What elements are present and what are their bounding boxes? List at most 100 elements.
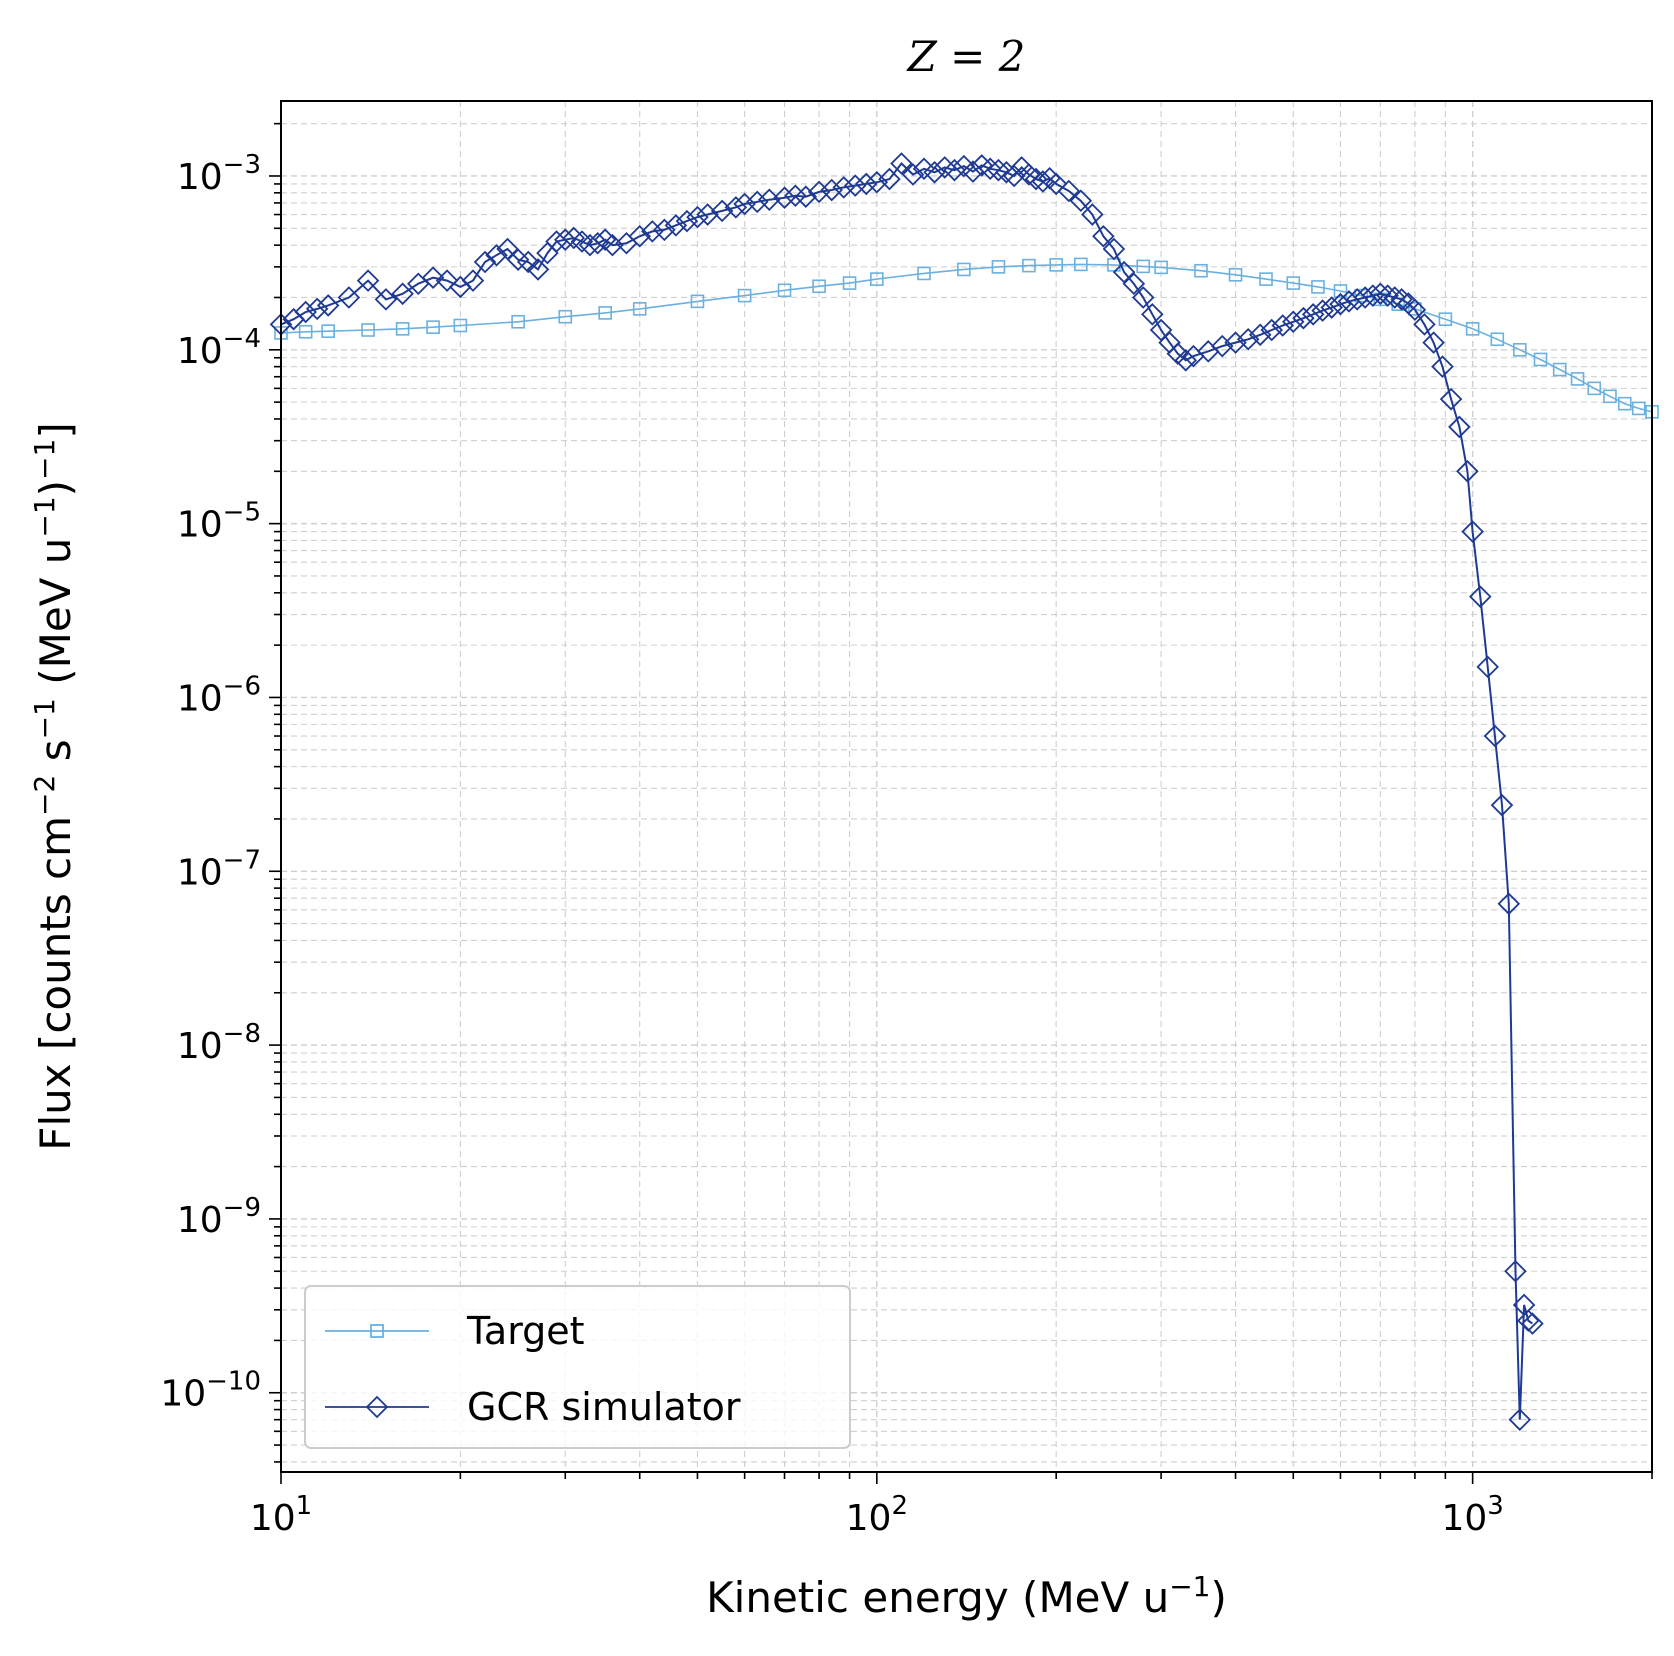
data-point-gcr-simulator: [724, 196, 748, 219]
data-point-gcr-simulator: [526, 258, 550, 281]
data-point-target: [1490, 332, 1505, 347]
y-tick-label: 10−7: [177, 845, 261, 893]
data-point-gcr-simulator: [1490, 793, 1514, 817]
data-point-gcr-simulator: [923, 161, 946, 184]
data-point-target: [1354, 288, 1368, 303]
data-point-gcr-simulator: [1112, 260, 1136, 284]
x-axis-label-tail: ): [1211, 1573, 1227, 1622]
data-point-gcr-simulator: [943, 158, 966, 182]
data-point-gcr-simulator: [1383, 286, 1407, 309]
data-point-gcr-simulator: [1403, 298, 1427, 322]
data-point-gcr-simulator: [1431, 355, 1454, 378]
data-point-gcr-simulator: [1271, 314, 1294, 337]
data-point-gcr-simulator: [461, 269, 485, 292]
data-point-target: [1194, 263, 1208, 278]
data-point-gcr-simulator: [1141, 303, 1164, 326]
y-axis-label-s3: −1: [28, 496, 61, 537]
y-axis-label-s1: −2: [28, 775, 61, 816]
data-point-target: [737, 288, 752, 303]
data-point-target: [917, 266, 931, 281]
data-point-target: [558, 309, 573, 324]
data-point-gcr-simulator: [664, 214, 688, 237]
data-point-gcr-simulator: [653, 218, 676, 242]
data-point-gcr-simulator: [970, 154, 994, 177]
data-point-gcr-simulator: [773, 186, 796, 209]
y-axis-label-p4: ): [31, 480, 80, 496]
y-axis-label-p3: (MeV u: [31, 538, 80, 699]
data-point-target: [1136, 259, 1151, 274]
data-point-gcr-simulator: [1329, 292, 1352, 316]
data-point-gcr-simulator: [374, 288, 398, 311]
data-point-target: [777, 283, 792, 298]
data-point-target: [991, 260, 1006, 274]
data-point-gcr-simulator: [1504, 1259, 1527, 1283]
data-point-target: [1631, 401, 1646, 416]
data-point-target: [1154, 260, 1168, 275]
x-tick-label-exp: 2: [891, 1491, 908, 1521]
x-axis-label-base: Kinetic energy (MeV u: [706, 1573, 1169, 1622]
data-point-gcr-simulator: [1131, 286, 1155, 309]
x-tick-label-base: 10: [1441, 1498, 1487, 1539]
data-point-gcr-simulator: [832, 176, 856, 199]
data-point-target: [1513, 343, 1527, 357]
data-point-gcr-simulator: [1044, 172, 1068, 196]
data-point-gcr-simulator: [1456, 460, 1479, 483]
data-point-gcr-simulator: [1390, 288, 1413, 311]
data-point-gcr-simulator: [305, 297, 329, 321]
data-point-gcr-simulator: [1497, 892, 1521, 916]
data-point-gcr-simulator: [1017, 163, 1041, 186]
data-point-gcr-simulator: [1031, 170, 1055, 193]
y-axis-label-p5: ]: [31, 422, 80, 438]
data-point-target: [870, 272, 884, 286]
y-tick-label-base: 10: [177, 1026, 223, 1067]
grid: [280, 101, 1653, 1472]
data-point-target: [1570, 372, 1585, 386]
data-point-gcr-simulator: [628, 224, 651, 248]
data-point-gcr-simulator: [294, 300, 317, 324]
y-tick-label: 10−8: [177, 1019, 261, 1067]
y-tick-label-exp: −3: [223, 150, 261, 180]
plot-frame: [280, 100, 1653, 1473]
data-point-gcr-simulator: [1508, 1408, 1532, 1431]
y-axis-label-s4: −1: [28, 439, 61, 480]
data-point-gcr-simulator: [435, 269, 459, 292]
y-tick-label-base: 10: [177, 678, 223, 719]
data-point-gcr-simulator: [745, 190, 769, 214]
data-point-target: [1533, 352, 1548, 367]
data-point-gcr-simulator: [978, 157, 1002, 181]
data-point-gcr-simulator: [1092, 224, 1115, 248]
data-point-target: [298, 324, 313, 339]
data-point-gcr-simulator: [421, 266, 445, 289]
data-point-target: [1022, 258, 1036, 273]
data-point-gcr-simulator: [1376, 284, 1399, 307]
data-point-gcr-simulator: [1057, 179, 1081, 203]
data-point-target: [812, 279, 826, 294]
title-text: Z = 2: [906, 32, 1026, 81]
series-layer: [269, 152, 1659, 1431]
data-point-gcr-simulator: [1320, 296, 1343, 319]
legend-label-gcr-simulator: GCR simulator: [467, 1385, 741, 1429]
data-point-gcr-simulator: [1448, 415, 1471, 439]
data-point-gcr-simulator: [1069, 189, 1093, 213]
data-point-target: [690, 294, 705, 309]
y-tick-label-exp: −9: [223, 1193, 261, 1223]
data-point-gcr-simulator: [890, 152, 913, 175]
legend-box: [304, 1285, 851, 1449]
data-point-target: [1049, 258, 1063, 272]
data-point-target: [632, 302, 647, 316]
data-point-gcr-simulator: [1369, 282, 1392, 306]
data-point-target: [1603, 389, 1617, 404]
y-tick-label-exp: −10: [206, 1367, 261, 1397]
data-point-gcr-simulator: [586, 232, 609, 255]
data-point-gcr-simulator: [710, 199, 734, 223]
data-point-gcr-simulator: [843, 174, 867, 197]
data-point-gcr-simulator: [865, 171, 889, 194]
y-tick-label-base: 10: [160, 1374, 206, 1415]
y-tick-label-exp: −5: [223, 498, 261, 528]
data-point-gcr-simulator: [473, 250, 497, 274]
data-point-target: [361, 323, 375, 337]
y-tick-label: 10−10: [160, 1367, 261, 1415]
data-point-gcr-simulator: [1174, 349, 1198, 372]
data-point-gcr-simulator: [1301, 303, 1325, 326]
legend-item-gcr-simulator: GCR simulator: [325, 1385, 741, 1429]
